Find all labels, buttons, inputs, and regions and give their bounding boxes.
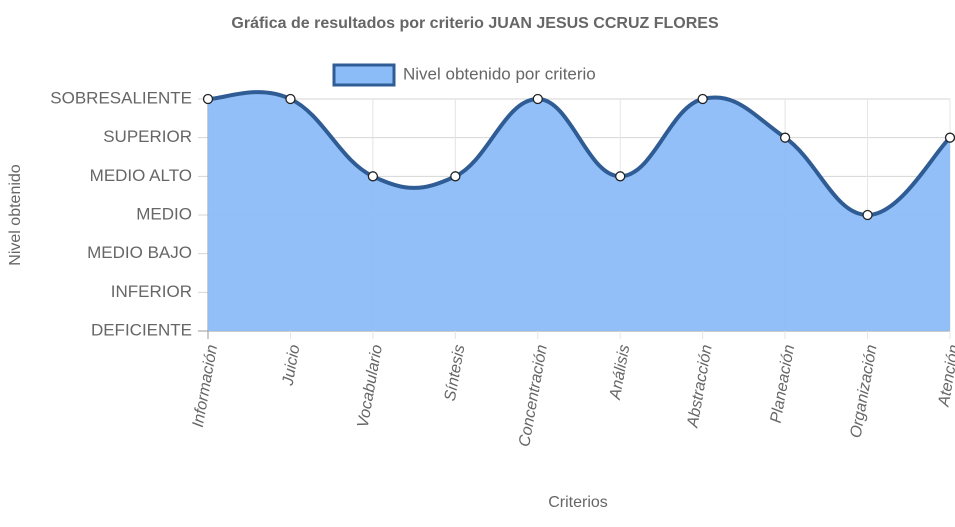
chart-title: Gráfica de resultados por criterio JUAN … <box>231 15 719 32</box>
x-tick-label: Abstracción <box>684 343 715 429</box>
y-axis-title: Nivel obtenido <box>7 164 24 266</box>
point <box>697 93 708 105</box>
x-tick-label: Organización <box>848 343 881 439</box>
y-tick-label: MEDIO ALTO <box>90 166 192 185</box>
point <box>285 93 296 105</box>
x-tick-label: Planeación <box>768 343 799 424</box>
y-tick-label: INFERIOR <box>111 282 192 301</box>
point <box>944 132 955 143</box>
y-tick-label: SOBRESALIENTE <box>50 88 192 107</box>
point <box>615 171 626 182</box>
y-tick-label: DEFICIENTE <box>91 320 192 339</box>
x-tick-label: Atención <box>935 343 955 408</box>
point <box>862 209 873 221</box>
x-tick-label: Información <box>190 343 221 428</box>
point <box>779 132 791 143</box>
point <box>202 93 214 105</box>
x-tick-label: Síntesis <box>442 343 469 402</box>
y-tick-label: MEDIO BAJO <box>87 243 192 262</box>
area <box>208 92 950 332</box>
legend-swatch <box>332 63 396 87</box>
line <box>207 90 952 218</box>
y-tick-label: MEDIO <box>136 204 192 223</box>
point <box>450 171 461 182</box>
x-tick-label: Concentración <box>516 343 551 448</box>
x-tick-label: Análisis <box>607 343 634 401</box>
x-axis-title: Criterios <box>548 494 608 511</box>
point <box>367 171 379 182</box>
point <box>532 93 543 105</box>
y-tick-label: SUPERIOR <box>103 127 192 146</box>
legend-label: Nivel obtenido por criterio <box>403 64 596 83</box>
x-tick-label: Vocabulario <box>355 343 386 429</box>
x-tick-label: Juicio <box>280 343 304 387</box>
